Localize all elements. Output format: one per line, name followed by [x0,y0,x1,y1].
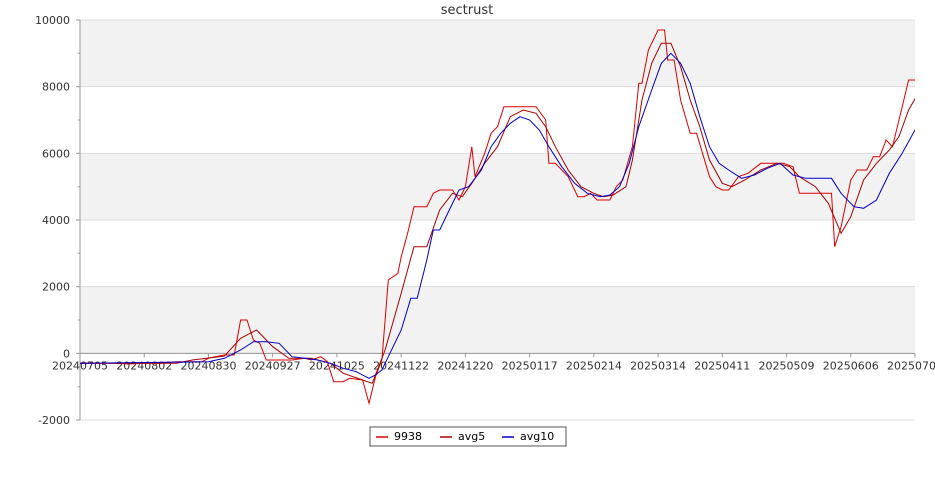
y-tick-label: 8000 [42,81,70,94]
x-tick-label: 20250509 [759,359,815,372]
legend-label: avg5 [458,430,485,443]
legend-label: avg10 [520,430,554,443]
plot-band [80,286,915,354]
series-group [80,29,915,406]
x-tick-label: 20240705 [52,359,108,372]
x-tick-label: 20250704 [887,359,935,372]
series-line-9938 [80,29,915,406]
legend-box [369,426,567,447]
y-tick-label: 2000 [42,281,70,294]
plot-bands [80,20,915,354]
axes: -2000 0 2000 4000 6000 8000 10000 20240705 20240… [35,14,935,427]
x-tick-label: 20240802 [116,359,172,372]
x-tick-label: 20250314 [630,359,686,372]
y-tick-label: -2000 [38,414,70,427]
y-tick-label: 4000 [42,214,70,227]
x-tick-label: 20250411 [694,359,750,372]
series-line-avg10 [80,52,915,379]
series-line-avg5 [80,42,915,384]
x-tick-label: 20250606 [823,359,879,372]
plot-band [80,153,915,220]
y-tick-label: 0 [63,347,70,360]
x-tick-label: 20250117 [502,359,558,372]
x-tick-label: 20241220 [437,359,493,372]
y-tick-label: 6000 [42,147,70,160]
plot-band [80,20,915,87]
x-tick-label: 20240830 [180,359,236,372]
x-tick-label: 20241122 [373,359,429,372]
y-tick-label: 10000 [35,14,70,27]
x-tick-label: 20240927 [245,359,301,372]
x-tick-label: 20250214 [566,359,622,372]
chart-title: sectrust [441,3,493,18]
legend-label: 9938 [394,430,422,443]
legend: 9938 avg5 avg10 [369,426,567,447]
